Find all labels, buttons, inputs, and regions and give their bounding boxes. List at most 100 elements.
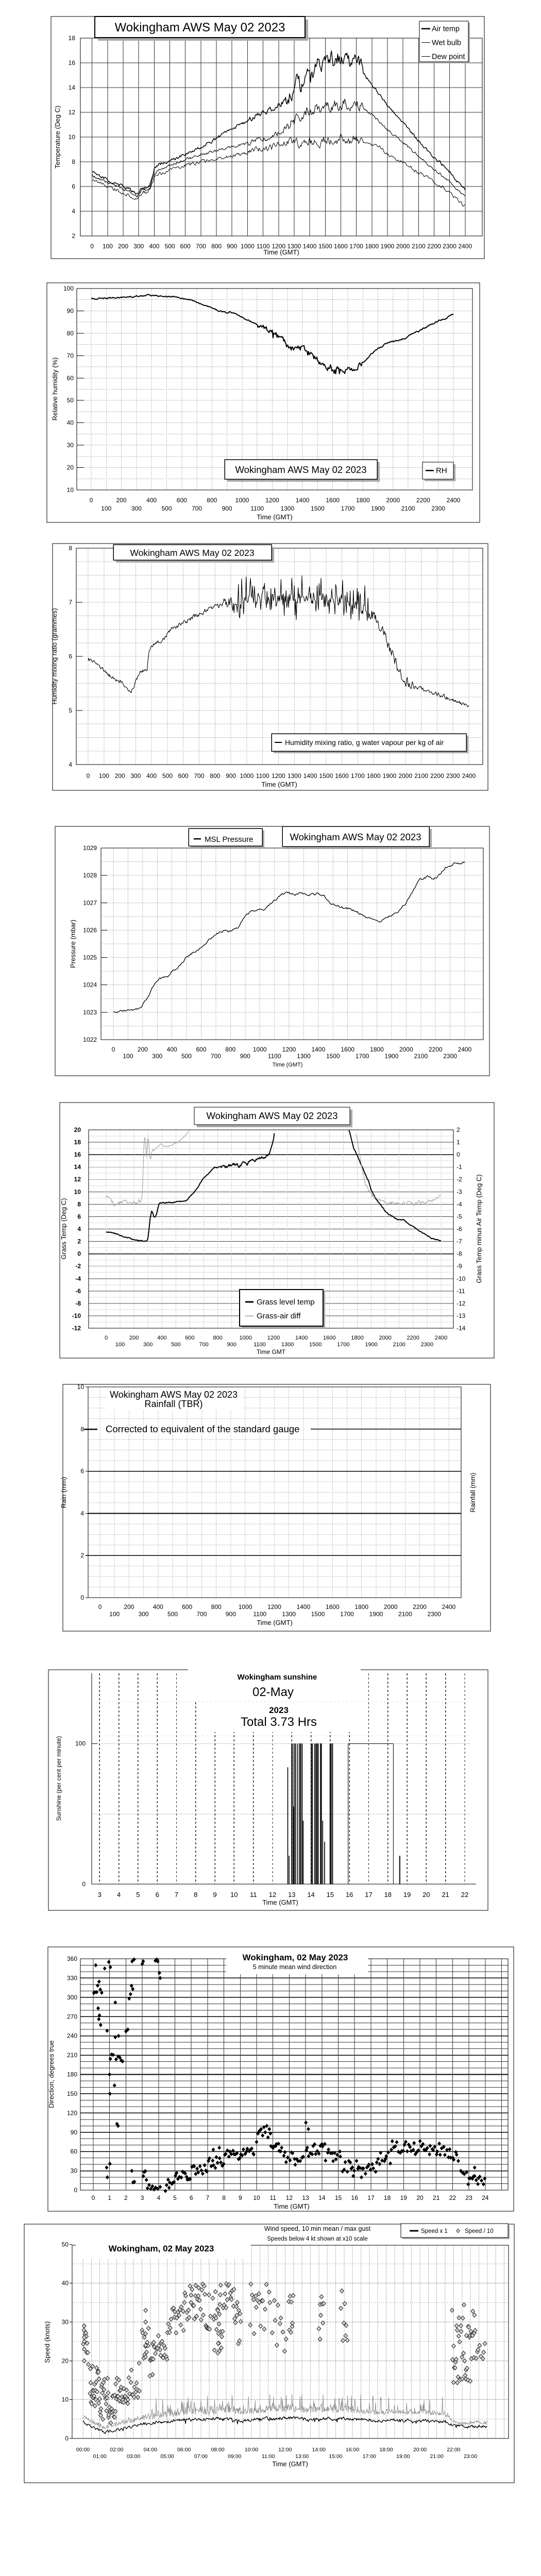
svg-text:02-May: 02-May: [252, 1685, 294, 1699]
svg-text:11: 11: [250, 1891, 257, 1899]
svg-text:700: 700: [196, 243, 206, 250]
svg-text:100: 100: [101, 505, 111, 512]
svg-text:14: 14: [74, 1163, 81, 1171]
svg-text:1500: 1500: [309, 1342, 322, 1348]
svg-text:RH: RH: [436, 466, 447, 475]
svg-text:20: 20: [74, 1126, 81, 1133]
svg-text:-10: -10: [72, 1312, 81, 1319]
svg-text:0: 0: [105, 1335, 108, 1341]
svg-text:22: 22: [449, 2194, 457, 2201]
svg-text:500: 500: [161, 505, 172, 512]
svg-text:12: 12: [269, 1891, 276, 1899]
svg-text:1800: 1800: [351, 1335, 363, 1341]
svg-text:1600: 1600: [335, 772, 349, 779]
svg-text:100: 100: [99, 772, 109, 779]
svg-text:1600: 1600: [326, 497, 340, 504]
svg-text:Sunshine (per cent per minute): Sunshine (per cent per minute): [55, 1736, 62, 1821]
svg-text:-3: -3: [457, 1188, 462, 1195]
svg-text:200: 200: [115, 772, 125, 779]
svg-text:6: 6: [190, 2194, 193, 2201]
svg-text:-6: -6: [457, 1226, 462, 1233]
svg-text:2300: 2300: [443, 243, 457, 250]
svg-text:Time (GMT): Time (GMT): [272, 2460, 308, 2468]
svg-text:1700: 1700: [349, 243, 363, 250]
svg-text:6: 6: [69, 653, 72, 660]
svg-text:1100: 1100: [257, 243, 270, 250]
svg-text:22: 22: [461, 1891, 468, 1899]
svg-text:1000: 1000: [241, 243, 255, 250]
svg-text:1400: 1400: [296, 497, 310, 504]
svg-text:2100: 2100: [393, 1342, 405, 1348]
svg-text:300: 300: [67, 1994, 77, 2001]
svg-text:1500: 1500: [318, 243, 332, 250]
svg-text:1500: 1500: [311, 1611, 325, 1618]
svg-text:1026: 1026: [83, 926, 97, 934]
svg-text:1100: 1100: [253, 1342, 266, 1348]
svg-text:600: 600: [180, 243, 191, 250]
svg-text:02:00: 02:00: [110, 2447, 123, 2453]
svg-text:70: 70: [67, 352, 74, 359]
svg-text:2023: 2023: [269, 1705, 289, 1715]
svg-text:4: 4: [72, 208, 75, 215]
svg-text:Wokingham AWS May 02 2023: Wokingham AWS May 02 2023: [206, 1110, 337, 1121]
svg-text:14:00: 14:00: [312, 2447, 326, 2453]
svg-text:6: 6: [156, 1891, 159, 1899]
svg-text:24: 24: [482, 2194, 489, 2201]
svg-text:400: 400: [146, 497, 157, 504]
svg-text:300: 300: [131, 505, 142, 512]
svg-text:-2: -2: [457, 1176, 462, 1183]
svg-text:6: 6: [77, 1213, 81, 1220]
svg-text:80: 80: [67, 330, 74, 337]
svg-text:MSL Pressure: MSL Pressure: [205, 835, 253, 844]
svg-text:4: 4: [157, 2194, 160, 2201]
svg-text:-12: -12: [457, 1300, 466, 1307]
svg-text:Time (GMT): Time (GMT): [257, 513, 293, 521]
svg-text:1800: 1800: [365, 243, 379, 250]
svg-text:20: 20: [67, 464, 74, 471]
svg-text:7: 7: [69, 599, 72, 606]
svg-text:600: 600: [196, 1046, 206, 1053]
svg-text:08:00: 08:00: [211, 2447, 224, 2453]
svg-text:100: 100: [115, 1342, 125, 1348]
svg-text:2300: 2300: [443, 1053, 457, 1060]
svg-text:8: 8: [69, 545, 72, 552]
svg-text:Time (GMT): Time (GMT): [274, 2202, 310, 2210]
svg-text:30: 30: [62, 2318, 69, 2326]
svg-text:500: 500: [181, 1053, 192, 1060]
svg-text:8: 8: [194, 1891, 197, 1899]
svg-text:60: 60: [67, 375, 74, 382]
svg-text:19: 19: [403, 1891, 411, 1899]
svg-text:18: 18: [384, 2194, 391, 2201]
svg-text:180: 180: [67, 2071, 77, 2078]
svg-text:1500: 1500: [311, 505, 325, 512]
svg-text:8: 8: [222, 2194, 226, 2201]
svg-text:-7: -7: [457, 1238, 462, 1245]
svg-text:Wind speed, 10 min mean / max: Wind speed, 10 min mean / max gust: [264, 2225, 371, 2232]
svg-text:1700: 1700: [351, 772, 365, 779]
svg-text:1900: 1900: [365, 1342, 377, 1348]
svg-text:0: 0: [98, 1603, 102, 1611]
svg-text:5: 5: [69, 707, 72, 714]
svg-text:500: 500: [171, 1342, 180, 1348]
svg-text:1023: 1023: [83, 1009, 97, 1016]
svg-text:Wet bulb: Wet bulb: [432, 39, 461, 47]
svg-text:900: 900: [226, 772, 236, 779]
svg-text:270: 270: [67, 2013, 77, 2020]
svg-text:20: 20: [62, 2357, 69, 2364]
svg-text:600: 600: [177, 497, 187, 504]
svg-text:Relative humidity (%): Relative humidity (%): [51, 358, 59, 421]
svg-text:2100: 2100: [398, 1611, 412, 1618]
svg-text:1300: 1300: [280, 505, 294, 512]
svg-text:600: 600: [178, 772, 189, 779]
svg-text:Dew point: Dew point: [432, 53, 465, 61]
svg-text:1025: 1025: [83, 954, 97, 961]
svg-text:200: 200: [129, 1335, 139, 1341]
svg-text:1900: 1900: [369, 1611, 383, 1618]
svg-text:1700: 1700: [340, 1611, 354, 1618]
svg-text:09:00: 09:00: [228, 2453, 241, 2460]
svg-text:360: 360: [67, 1955, 77, 1962]
svg-text:5: 5: [173, 2194, 177, 2201]
svg-text:2: 2: [80, 1552, 84, 1559]
svg-text:6: 6: [80, 1468, 84, 1475]
svg-text:0: 0: [90, 497, 93, 504]
